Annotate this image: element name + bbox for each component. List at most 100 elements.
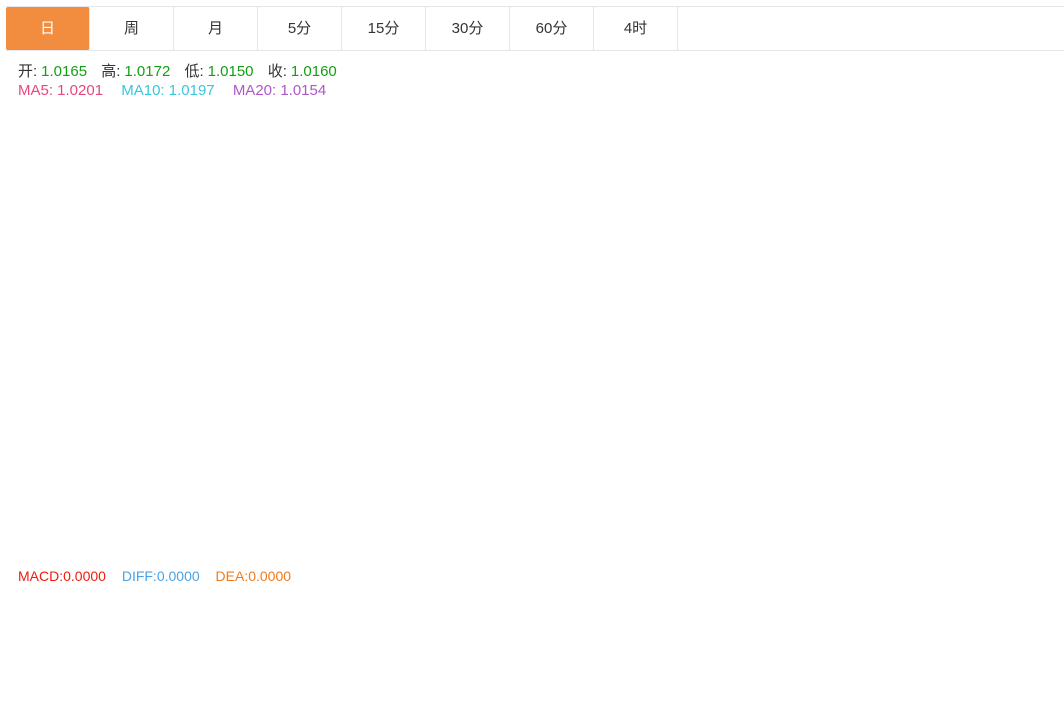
- macd-bar: [335, 646, 347, 655]
- candle-body: [77, 251, 89, 322]
- macd-bar: [206, 624, 218, 655]
- candle: [637, 285, 649, 397]
- candle-body: [235, 138, 247, 165]
- macd-bar: [767, 655, 779, 676]
- candle: [939, 430, 951, 442]
- macd-bar: [508, 655, 520, 668]
- candle-body: [666, 428, 678, 441]
- ma20-line: [283, 178, 946, 442]
- candle: [838, 385, 850, 428]
- price-tick-label: 1.0744: [1010, 120, 1053, 136]
- macd-bar: [723, 655, 735, 704]
- macd-tick-label: 0.0094: [1010, 593, 1053, 609]
- candle: [335, 125, 347, 160]
- candle: [810, 375, 822, 441]
- candle-body: [853, 406, 865, 461]
- candle-body: [436, 288, 448, 305]
- candle-body: [149, 232, 161, 280]
- close-value: 1.0160: [290, 63, 337, 80]
- macd-bar: [580, 655, 592, 663]
- candle: [882, 397, 894, 462]
- price-tick-label: 1.0843: [1010, 68, 1053, 84]
- tab-2[interactable]: 月: [174, 7, 258, 50]
- open-value: 1.0165: [41, 63, 88, 80]
- candle: [752, 471, 764, 518]
- candle: [867, 405, 879, 471]
- candle: [465, 225, 477, 288]
- macd-bar: [565, 655, 577, 657]
- candle-body: [350, 152, 362, 156]
- candle: [795, 377, 807, 439]
- ma10-line: [140, 141, 946, 465]
- candle: [666, 404, 678, 447]
- candle: [422, 266, 434, 312]
- candle-body: [680, 424, 692, 441]
- macd-tick-label: -0.0094: [1010, 701, 1058, 717]
- tab-4[interactable]: 15分: [342, 7, 426, 50]
- price-tick-label: 1.0444: [1010, 279, 1053, 295]
- candle: [565, 202, 577, 256]
- tab-7[interactable]: 4时: [594, 7, 678, 50]
- candle-body: [393, 196, 405, 249]
- macd-bar: [249, 621, 261, 655]
- candle: [364, 127, 376, 167]
- macd-legend-value: MACD:0.0000: [18, 568, 106, 584]
- candle-body: [465, 233, 477, 261]
- candle: [120, 288, 132, 318]
- candle-body: [5, 234, 17, 239]
- macd-bar: [177, 646, 189, 655]
- macd-bar: [652, 655, 664, 692]
- candle: [292, 131, 304, 192]
- candle: [580, 239, 592, 292]
- candle: [19, 234, 31, 237]
- candle-body: [738, 492, 750, 515]
- candle-body: [609, 267, 621, 298]
- tab-6[interactable]: 60分: [510, 7, 594, 50]
- macd-bar: [752, 655, 764, 690]
- candle-body: [278, 112, 290, 138]
- candle-body: [781, 403, 793, 449]
- macd-bar: [379, 655, 391, 662]
- candle-body: [594, 267, 606, 291]
- tab-0[interactable]: 日: [6, 7, 90, 50]
- candle: [723, 457, 735, 524]
- candle: [34, 209, 46, 261]
- candle-body: [479, 252, 491, 272]
- candle: [479, 233, 491, 272]
- macd-bar: [795, 650, 807, 655]
- candle: [436, 253, 448, 333]
- candle: [278, 109, 290, 164]
- candle: [551, 196, 563, 235]
- macd-bar: [5, 655, 17, 656]
- tab-1[interactable]: 周: [90, 7, 174, 50]
- candle: [350, 144, 362, 177]
- candle-body: [407, 250, 419, 309]
- price-tick-label: 1.0644: [1010, 173, 1053, 189]
- candle-body: [637, 301, 649, 384]
- candle: [652, 375, 664, 438]
- candle: [609, 267, 621, 329]
- candle-body: [450, 232, 462, 290]
- candle: [450, 204, 462, 321]
- candle: [192, 154, 204, 229]
- candle-body: [379, 144, 391, 197]
- macd-bar: [882, 632, 894, 655]
- macd-bar: [221, 623, 233, 655]
- candle-body: [580, 249, 592, 291]
- price-tick-label: 1.0544: [1010, 226, 1053, 242]
- high-value: 1.0172: [124, 63, 171, 80]
- candle-body: [537, 230, 549, 249]
- candle: [48, 213, 60, 252]
- macd-bar: [465, 655, 477, 686]
- candle: [62, 216, 74, 258]
- macd-bar: [77, 655, 89, 669]
- candle-body: [249, 136, 261, 140]
- macd-bar: [853, 636, 865, 655]
- candle-body: [752, 477, 764, 515]
- diff-line: [11, 621, 946, 725]
- tab-3[interactable]: 5分: [258, 7, 342, 50]
- tab-5[interactable]: 30分: [426, 7, 510, 50]
- candle-body: [307, 127, 319, 182]
- candle-body: [206, 136, 218, 160]
